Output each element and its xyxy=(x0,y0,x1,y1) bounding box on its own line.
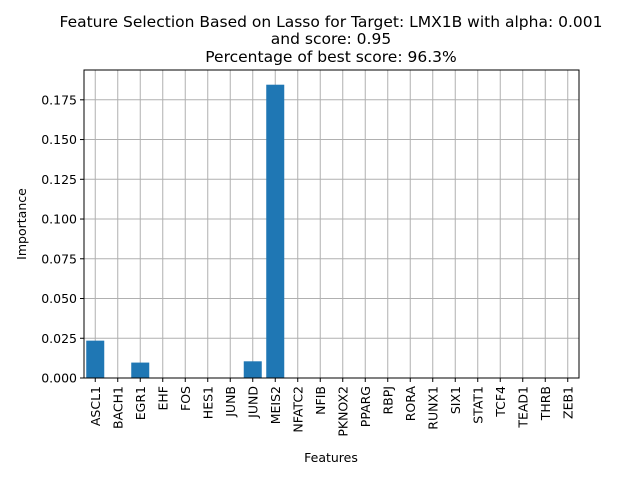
x-axis-ticks: ASCL1 BACH1 EGR1 EHF FOS HES1 JUNB JUND MEIS2 NFA… xyxy=(88,378,575,437)
bar-egr1 xyxy=(131,362,150,378)
y-tick-label: 0.175 xyxy=(41,92,77,107)
x-tick-label: ASCL1 xyxy=(88,386,103,426)
y-tick-label: 0.100 xyxy=(41,212,77,227)
x-tick-label: FOS xyxy=(178,386,193,411)
chart-title-line-1: Feature Selection Based on Lasso for Tar… xyxy=(60,13,603,31)
x-tick-label: RUNX1 xyxy=(425,386,440,430)
y-tick-label: 0.025 xyxy=(41,331,77,346)
x-tick-label: TCF4 xyxy=(493,386,508,418)
x-tick-label: JUND xyxy=(245,386,260,419)
x-tick-label: RORA xyxy=(403,386,418,422)
y-axis-label: Importance xyxy=(14,188,29,260)
x-tick-label: JUNB xyxy=(223,386,238,418)
grid-layer xyxy=(84,70,579,379)
x-tick-label: NFIB xyxy=(313,386,328,415)
x-tick-label: NFATC2 xyxy=(290,386,305,433)
x-tick-label: MEIS2 xyxy=(268,386,283,424)
bars-layer xyxy=(86,84,285,378)
x-tick-label: EGR1 xyxy=(133,386,148,420)
bar-jund xyxy=(243,361,262,378)
y-tick-label: 0.125 xyxy=(41,172,77,187)
x-tick-label: PPARG xyxy=(358,386,373,427)
y-tick-label: 0.050 xyxy=(41,291,77,306)
y-axis-ticks: 0.000 0.025 0.050 0.075 0.100 0.125 0.150 0.175 xyxy=(41,92,84,386)
x-tick-label: STAT1 xyxy=(470,386,485,424)
x-tick-label: TEAD1 xyxy=(515,386,530,429)
x-tick-label: EHF xyxy=(155,386,170,411)
chart-title-line-3: Percentage of best score: 96.3% xyxy=(205,48,456,66)
x-tick-label: BACH1 xyxy=(110,386,125,429)
x-tick-label: RBPJ xyxy=(380,386,395,415)
x-tick-label: ZEB1 xyxy=(560,386,575,419)
x-axis-label: Features xyxy=(304,450,358,465)
x-tick-label: THRB xyxy=(538,386,553,421)
x-tick-label: SIX1 xyxy=(448,386,463,414)
y-tick-label: 0.075 xyxy=(41,251,77,266)
bar-ascl1 xyxy=(86,340,105,378)
bar-meis2 xyxy=(266,84,285,378)
x-tick-label: HES1 xyxy=(200,386,215,419)
x-tick-label: PKNOX2 xyxy=(335,386,350,437)
y-tick-label: 0.150 xyxy=(41,132,77,147)
plot-frame xyxy=(83,69,580,379)
chart-title-line-2: and score: 0.95 xyxy=(271,30,391,48)
y-tick-label: 0.000 xyxy=(41,371,77,386)
